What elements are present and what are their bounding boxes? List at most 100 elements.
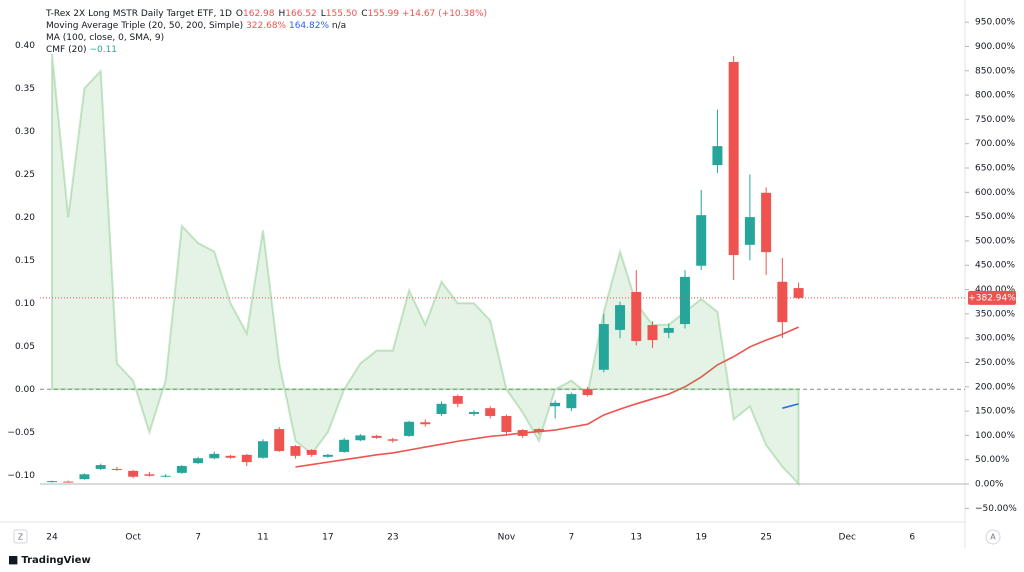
x-tick-label: 13 [631, 533, 642, 543]
y-tick-label: 750.00% [975, 115, 1015, 125]
y-tick-label: 950.00% [975, 18, 1015, 28]
candle-body [95, 465, 106, 469]
candle-body [111, 468, 122, 470]
candle-body [452, 396, 463, 404]
candle-body [209, 453, 220, 459]
candle-body [274, 429, 285, 451]
x-tick-label: 25 [760, 533, 771, 543]
y-tick-label: 500.00% [975, 236, 1015, 246]
y-tick-label: 300.00% [975, 334, 1015, 344]
y-tick-label: 200.00% [975, 382, 1015, 392]
y-tick-label: 650.00% [975, 164, 1015, 174]
candle-body [128, 470, 139, 477]
candle-body [533, 429, 544, 433]
candle-body [144, 474, 155, 476]
ohlc-key: O [235, 9, 243, 19]
candle-body [420, 422, 431, 425]
candle-body [631, 291, 642, 342]
y2-tick-label: 0.30 [15, 127, 35, 137]
x-tick-label: Dec [839, 533, 856, 543]
candle-body [371, 435, 382, 438]
candle-body [160, 475, 171, 477]
ohlc-key: L [320, 9, 326, 19]
y-tick-label: 350.00% [975, 309, 1015, 319]
candle-body [582, 389, 593, 396]
candle-body [355, 435, 366, 441]
y-tick-label: −50.00% [975, 504, 1017, 514]
y-tick-label: 600.00% [975, 188, 1015, 198]
y-tick-label: 50.00% [975, 455, 1010, 465]
candle-body [615, 305, 626, 330]
y-tick-label: 250.00% [975, 358, 1015, 368]
legend-row: Moving Average Triple (20, 50, 200, Simp… [46, 20, 487, 32]
candle-body [79, 474, 90, 480]
indicator-value: 322.68% [246, 21, 287, 31]
candle-body [566, 394, 577, 409]
y-tick-label: 800.00% [975, 91, 1015, 101]
moving-average-line [295, 326, 799, 468]
candle-body [339, 439, 350, 452]
candle-body [290, 446, 301, 456]
candle-body [517, 430, 528, 436]
ohlc-value: 166.52 [285, 9, 317, 19]
x-tick-label: 23 [387, 533, 398, 543]
candle-body [793, 288, 804, 298]
y-tick-label: 450.00% [975, 261, 1015, 271]
y2-tick-label: 0.35 [15, 84, 35, 94]
legend: T-Rex 2X Long MSTR Daily Target ETF, 1D O… [46, 8, 487, 56]
candle-body [712, 146, 723, 166]
candle-body [387, 439, 398, 441]
candle-body [761, 192, 772, 253]
x-tick-label: 17 [322, 533, 333, 543]
candle-body [63, 481, 74, 483]
candle-body [696, 215, 707, 266]
y-tick-label: 100.00% [975, 431, 1015, 441]
candle-body [176, 466, 187, 473]
candle-body [193, 458, 204, 464]
x-tick-label: 24 [46, 533, 58, 543]
candle-body [663, 327, 674, 333]
candle-body [241, 454, 252, 463]
indicator-value: 164.82% [288, 21, 330, 31]
candle-body [728, 62, 739, 256]
x-tick-label: 6 [909, 533, 915, 543]
x-tick-label: 7 [568, 533, 574, 543]
candle-body [647, 325, 658, 341]
indicator-value: n/a [331, 21, 347, 31]
candle-body [306, 449, 317, 455]
y2-tick-label: 0.15 [15, 256, 35, 266]
candle-body [598, 324, 609, 370]
candle-body [404, 421, 415, 436]
candle-body [679, 276, 690, 325]
y2-tick-label: 0.05 [15, 342, 35, 352]
zoom-icon: Z [18, 533, 24, 542]
y2-tick-label: 0.10 [15, 299, 35, 309]
ohlc-value: 162.98 [243, 9, 275, 19]
ohlc-key: H [278, 9, 286, 19]
candle-body [47, 481, 57, 483]
last-price-badge [968, 290, 1016, 305]
symbol-title: T-Rex 2X Long MSTR Daily Target ETF, 1D [46, 9, 232, 19]
x-tick-label: 19 [695, 533, 707, 543]
y-tick-label: 850.00% [975, 66, 1015, 76]
indicator-label: Moving Average Triple (20, 50, 200, Simp… [46, 21, 244, 31]
candle-body [257, 441, 268, 458]
auto-scale-button[interactable] [985, 529, 1001, 545]
y2-tick-label: 0.25 [15, 170, 35, 180]
x-tick-label: 7 [195, 533, 201, 543]
cmf-area [51, 53, 800, 487]
y-tick-label: 700.00% [975, 139, 1015, 149]
change: +14.67 (+10.38%) [401, 9, 488, 19]
y-tick-label: 400.00% [975, 285, 1015, 295]
candle-body [550, 402, 561, 407]
zoom-button[interactable] [13, 529, 28, 544]
y-tick-label: 0.00% [975, 480, 1004, 490]
ohlc-key: C [361, 9, 368, 19]
y-tick-label: 550.00% [975, 212, 1015, 222]
y2-tick-label: 0.00 [15, 385, 35, 395]
last-price-label: +382.94% [968, 293, 1016, 303]
legend-row: CMF (20) −0.11 [46, 44, 487, 56]
moving-average-line [782, 403, 799, 409]
candle-body [436, 403, 447, 415]
